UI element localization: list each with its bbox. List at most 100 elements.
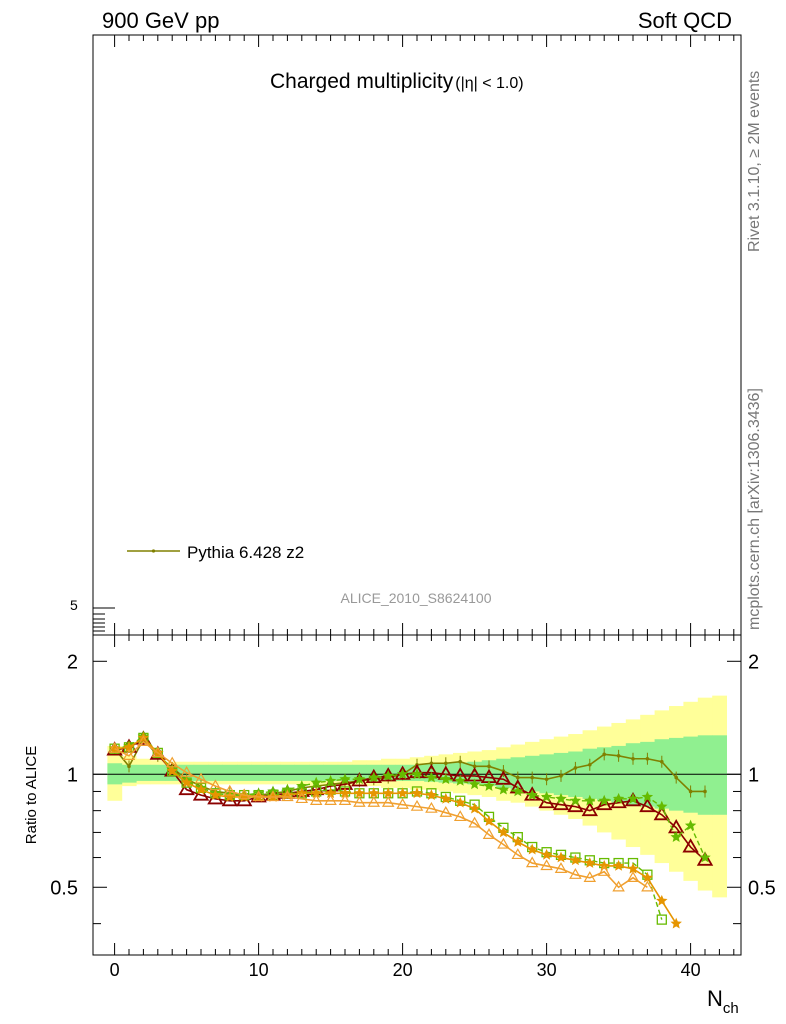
data-point [525,856,539,868]
series-line-4 [114,736,677,925]
data-point [137,735,150,747]
data-point [483,780,495,791]
data-point [641,880,654,892]
data-point [180,765,193,777]
header-left: 900 GeV pp [102,8,220,33]
data-point [554,862,568,873]
data-point [526,789,538,800]
data-point [682,838,699,853]
ratio-panel: 0 10 20 30 40 0.5 0.5 1 1 2 2 Ratio to ALICE Nch [23,634,776,1017]
x-tick-label: 10 [249,960,269,980]
analysis-id: ALICE_2010_S8624100 [340,590,491,606]
green-band-bin [150,764,166,781]
y-tick-label-right: 1 [748,764,759,786]
green-band-bin [323,764,339,781]
ratio-ticks: 0 10 20 30 40 0.5 0.5 1 1 2 2 [50,635,776,980]
data-point [555,792,567,804]
data-point [583,871,597,882]
data-point [468,816,481,828]
data-point [368,771,380,783]
data-point [573,766,578,770]
data-point [444,761,448,766]
data-point [526,843,538,855]
green-band-bin [265,764,281,781]
data-point [674,775,678,780]
green-band-bin [697,735,713,815]
data-point [396,797,409,809]
green-band-bin [337,764,353,781]
data-point [540,859,553,871]
data-point [612,859,625,871]
data-point [569,854,582,866]
data-point [310,776,322,788]
data-point [598,794,610,806]
data-point [483,815,495,827]
data-point [616,754,621,758]
data-point [512,836,524,847]
data-point [482,828,496,839]
green-band-bin [294,764,310,781]
y-tick-label: 0.5 [50,877,78,899]
x-tick-label: 40 [681,960,701,980]
green-band-bin [251,764,267,781]
green-band-bin [453,762,468,784]
data-point [516,775,520,780]
data-point [660,759,664,764]
data-point [656,800,668,812]
data-point [382,769,394,781]
data-point [626,871,640,882]
y-axis-label: Ratio to ALICE [23,746,40,844]
data-point [339,787,351,799]
data-point [309,794,323,805]
data-point [108,741,121,753]
green-band-bin [136,764,151,781]
x-tick-label: 30 [537,960,557,980]
data-point [367,795,381,807]
data-point [411,787,423,799]
data-point [544,777,549,782]
data-point [454,796,466,808]
data-point [237,788,251,800]
header-right: Soft QCD [637,8,732,33]
y-tick-label-right: 0.5 [748,877,776,899]
main-ticks [93,35,735,635]
data-point [382,787,394,799]
data-point [612,880,625,892]
x-tick-label: 20 [393,960,413,980]
legend-label: Pythia 6.428 z2 [187,543,304,562]
data-point [295,792,309,804]
data-point [439,806,453,817]
green-band-bin [582,748,598,799]
data-point [368,787,380,799]
data-point [440,792,452,804]
data-point [627,862,639,874]
green-band-bin [222,764,238,781]
data-point [252,790,265,802]
data-point [429,761,434,766]
data-point [597,865,611,876]
data-point [324,787,337,799]
green-band-bin [121,764,137,783]
data-point [569,868,582,879]
main-panel: Charged multiplicity (|η| < 1.0) 5 Pythia… [70,34,742,636]
data-point [425,789,438,800]
data-point [497,826,510,838]
x-tick-label: 0 [110,960,120,980]
series-line-0 [113,737,705,796]
data-point [209,779,222,791]
data-point [166,765,178,776]
data-point [396,768,409,780]
main-title: Charged multiplicity (|η| < 1.0) [270,70,524,93]
data-point [584,794,596,806]
data-point [127,764,131,769]
data-point [696,851,714,866]
data-point [408,763,426,779]
data-point [122,749,136,760]
data-point [178,780,195,796]
data-point [324,774,337,786]
data-point [468,802,481,814]
data-point [223,784,237,796]
data-point [123,741,135,753]
data-point [631,756,635,761]
